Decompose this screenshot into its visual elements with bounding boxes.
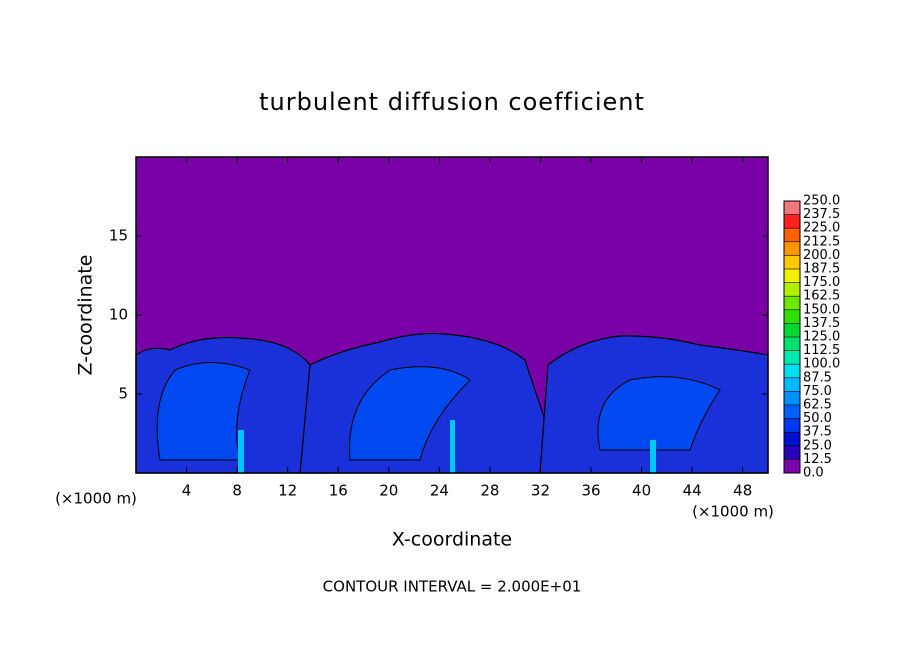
colorbar-swatch bbox=[784, 241, 800, 256]
x-tick-label: 4 bbox=[182, 482, 192, 500]
colorbar-label: 0.0 bbox=[803, 466, 824, 481]
colorbar-label: 12.5 bbox=[803, 452, 832, 467]
colorbar-swatch bbox=[784, 364, 800, 378]
colorbar-swatch bbox=[784, 228, 800, 242]
colorbar-swatch bbox=[784, 432, 800, 446]
colorbar-label: 137.5 bbox=[803, 316, 840, 331]
y-tick-label: 10 bbox=[109, 306, 128, 324]
colorbar-label: 150.0 bbox=[803, 302, 840, 317]
colorbar-swatch bbox=[784, 309, 800, 324]
colorbar-swatch bbox=[784, 282, 800, 297]
colorbar-swatch bbox=[784, 405, 800, 419]
x-tick-label: 40 bbox=[632, 482, 651, 500]
colorbar-swatch bbox=[784, 337, 800, 351]
chart-title: turbulent diffusion coefficient bbox=[259, 88, 645, 116]
y-tick-label: 5 bbox=[118, 385, 128, 403]
colorbar-swatch bbox=[784, 269, 800, 283]
colorbar-label: 100.0 bbox=[803, 357, 840, 372]
colorbar-swatch bbox=[784, 214, 800, 229]
x-axis-label: X-coordinate bbox=[392, 529, 512, 551]
plot-area bbox=[135, 157, 769, 474]
colorbar-label: 200.0 bbox=[803, 248, 840, 263]
colorbar-label: 62.5 bbox=[803, 398, 832, 413]
x-tick-label: 28 bbox=[480, 482, 499, 500]
colorbar-swatch bbox=[784, 391, 800, 405]
x-tick-label: 8 bbox=[232, 482, 242, 500]
x-tick-label: 12 bbox=[278, 482, 297, 500]
colorbar-label: 37.5 bbox=[803, 425, 832, 440]
x-tick-label: 24 bbox=[430, 482, 449, 500]
colorbar-label: 75.0 bbox=[803, 384, 832, 399]
colorbar-swatch bbox=[784, 377, 800, 392]
colorbar-swatch bbox=[784, 255, 800, 269]
colorbar-swatch bbox=[784, 201, 800, 215]
colorbar-swatch bbox=[784, 296, 800, 310]
colorbar-label: 25.0 bbox=[803, 438, 832, 453]
colorbar-label: 125.0 bbox=[803, 330, 840, 345]
x-unit-label: (×1000 m) bbox=[692, 503, 774, 521]
colorbar-swatch bbox=[784, 323, 800, 337]
field-region bbox=[650, 440, 656, 473]
x-tick-label: 36 bbox=[581, 482, 600, 500]
colorbar-label: 225.0 bbox=[803, 221, 840, 236]
colorbar-swatch bbox=[784, 445, 800, 460]
colorbar-swatch bbox=[784, 459, 800, 473]
colorbar-label: 87.5 bbox=[803, 370, 832, 385]
field-region bbox=[349, 366, 471, 461]
colorbar-label: 187.5 bbox=[803, 262, 840, 277]
colorbar-label: 162.5 bbox=[803, 289, 840, 304]
x-tick-label: 44 bbox=[683, 482, 702, 500]
colorbar-label: 175.0 bbox=[803, 275, 840, 290]
x-tick-label: 32 bbox=[531, 482, 550, 500]
colorbar-label: 112.5 bbox=[803, 343, 840, 358]
x-unit-label: (×1000 m) bbox=[55, 490, 137, 508]
colorbar-swatch bbox=[784, 418, 800, 433]
y-tick-label: 15 bbox=[109, 227, 128, 245]
x-tick-label: 16 bbox=[329, 482, 348, 500]
colorbar-label: 250.0 bbox=[803, 194, 840, 209]
field-region bbox=[450, 420, 455, 473]
colorbar-label: 212.5 bbox=[803, 234, 840, 249]
colorbar-label: 50.0 bbox=[803, 411, 832, 426]
field-region bbox=[156, 362, 251, 461]
field-region bbox=[238, 430, 244, 473]
footer-note: CONTOUR INTERVAL = 2.000E+01 bbox=[323, 578, 582, 596]
colorbar-label: 237.5 bbox=[803, 207, 840, 222]
x-tick-label: 20 bbox=[379, 482, 398, 500]
y-axis-label: Z-coordinate bbox=[75, 255, 97, 376]
colorbar-swatch bbox=[784, 350, 800, 365]
field-region bbox=[597, 376, 721, 451]
x-tick-label: 48 bbox=[733, 482, 752, 500]
